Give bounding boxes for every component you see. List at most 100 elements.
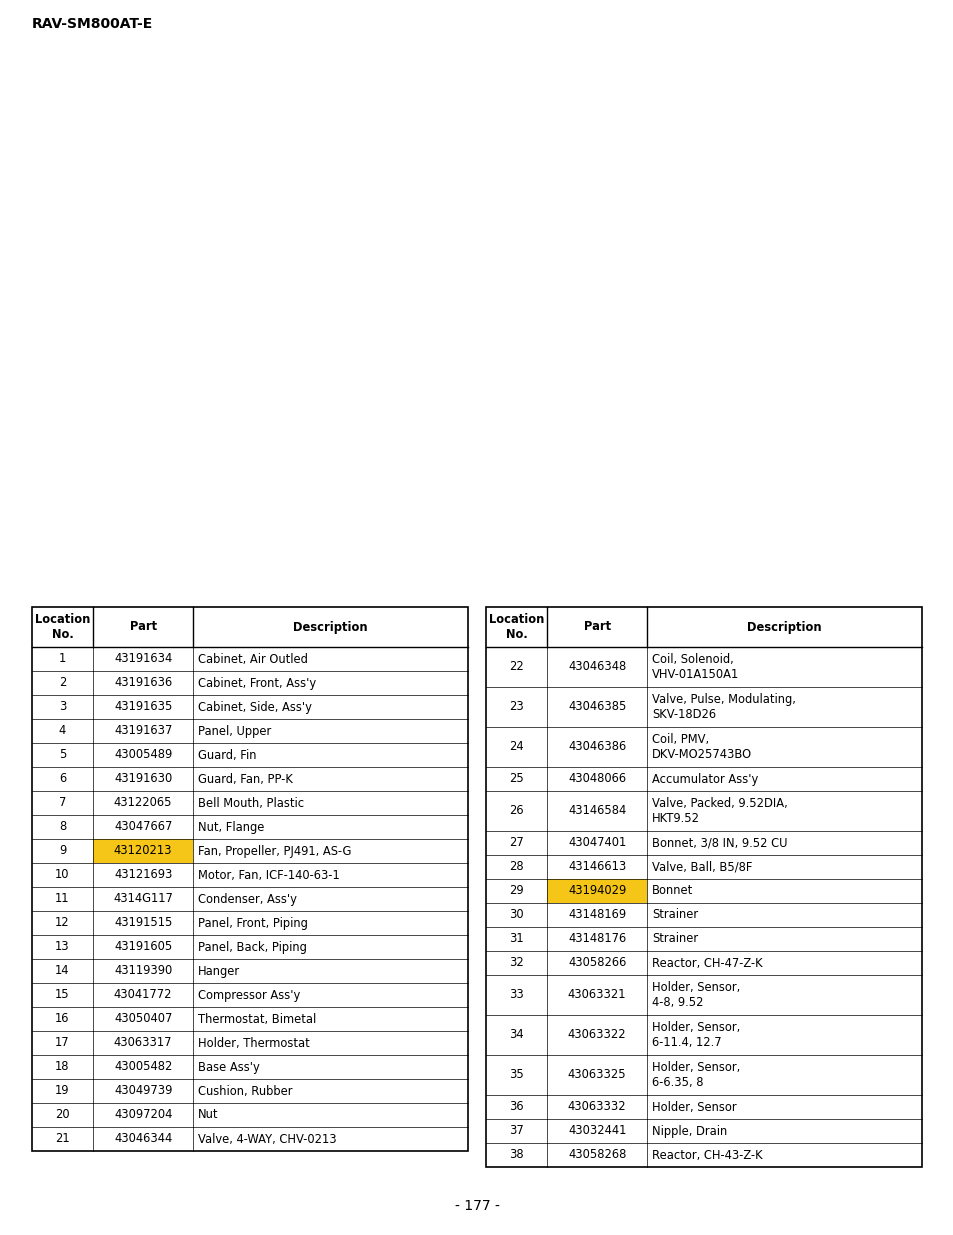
Text: 34: 34 [509, 1029, 523, 1041]
Text: Bell Mouth, Plastic: Bell Mouth, Plastic [198, 797, 304, 809]
Text: 43005489: 43005489 [114, 748, 172, 762]
Text: Reactor, CH-47-Z-K: Reactor, CH-47-Z-K [652, 956, 762, 969]
Text: 1: 1 [59, 652, 66, 666]
Text: 43046385: 43046385 [567, 700, 626, 714]
Bar [32, 606, 468, 647]
Text: RAV-SM800AT-E: RAV-SM800AT-E [32, 17, 153, 31]
Text: 22: 22 [509, 661, 523, 673]
Text: 15: 15 [55, 988, 70, 1002]
Text: 7: 7 [59, 797, 66, 809]
Text: 43146584: 43146584 [567, 804, 626, 818]
Text: 12: 12 [55, 916, 70, 930]
Text: 24: 24 [509, 741, 523, 753]
Text: Cabinet, Side, Ass'y: Cabinet, Side, Ass'y [198, 700, 312, 714]
Text: Valve, Ball, B5/8F: Valve, Ball, B5/8F [652, 861, 752, 873]
Text: 43122065: 43122065 [113, 797, 172, 809]
Text: Holder, Sensor,
6-6.35, 8: Holder, Sensor, 6-6.35, 8 [652, 1061, 740, 1089]
Text: 2: 2 [59, 677, 66, 689]
Text: 43146613: 43146613 [567, 861, 626, 873]
Text: 43063332: 43063332 [567, 1100, 626, 1114]
Text: Location
No.: Location No. [35, 613, 91, 641]
Text: Nut, Flange: Nut, Flange [198, 820, 264, 834]
Text: Hanger: Hanger [198, 965, 240, 977]
Text: 9: 9 [59, 845, 66, 857]
Text: 21: 21 [55, 1132, 70, 1146]
Text: Motor, Fan, ICF-140-63-1: Motor, Fan, ICF-140-63-1 [198, 868, 339, 882]
Text: 43063322: 43063322 [567, 1029, 626, 1041]
Text: 43046344: 43046344 [114, 1132, 172, 1146]
Text: 43191605: 43191605 [114, 941, 172, 953]
Text: 10: 10 [55, 868, 70, 882]
Text: 43048066: 43048066 [568, 773, 625, 785]
Text: 32: 32 [509, 956, 523, 969]
Text: 26: 26 [509, 804, 523, 818]
Bar [485, 606, 921, 647]
Text: 43047401: 43047401 [567, 836, 626, 850]
Text: 43191634: 43191634 [114, 652, 172, 666]
Text: Valve, 4-WAY, CHV-0213: Valve, 4-WAY, CHV-0213 [198, 1132, 336, 1146]
Text: 43097204: 43097204 [113, 1109, 172, 1121]
Text: 43191630: 43191630 [114, 773, 172, 785]
Text: 38: 38 [509, 1149, 523, 1161]
Text: Reactor, CH-43-Z-K: Reactor, CH-43-Z-K [652, 1149, 762, 1161]
Text: 8: 8 [59, 820, 66, 834]
Text: Valve, Pulse, Modulating,
SKV-18D26: Valve, Pulse, Modulating, SKV-18D26 [652, 693, 796, 721]
Text: 43005482: 43005482 [113, 1061, 172, 1073]
Text: 43058268: 43058268 [567, 1149, 626, 1161]
Text: Part: Part [130, 620, 156, 634]
Text: 16: 16 [55, 1013, 70, 1025]
Text: Holder, Thermostat: Holder, Thermostat [198, 1036, 310, 1050]
Text: 43120213: 43120213 [113, 845, 172, 857]
Text: 43063317: 43063317 [113, 1036, 172, 1050]
Text: 17: 17 [55, 1036, 70, 1050]
Text: Guard, Fan, PP-K: Guard, Fan, PP-K [198, 773, 293, 785]
Text: 13: 13 [55, 941, 70, 953]
Text: 43058266: 43058266 [567, 956, 626, 969]
Text: Thermostat, Bimetal: Thermostat, Bimetal [198, 1013, 316, 1025]
Text: 23: 23 [509, 700, 523, 714]
Text: 20: 20 [55, 1109, 70, 1121]
Text: Nipple, Drain: Nipple, Drain [652, 1125, 727, 1137]
Text: Bonnet, 3/8 IN, 9.52 CU: Bonnet, 3/8 IN, 9.52 CU [652, 836, 787, 850]
Text: Strainer: Strainer [652, 909, 698, 921]
Text: 27: 27 [509, 836, 523, 850]
Text: 4314G117: 4314G117 [113, 893, 172, 905]
Text: 43041772: 43041772 [113, 988, 172, 1002]
Text: 43119390: 43119390 [114, 965, 172, 977]
Text: 37: 37 [509, 1125, 523, 1137]
Text: Description: Description [293, 620, 368, 634]
Text: 43191636: 43191636 [114, 677, 172, 689]
Text: 43049739: 43049739 [113, 1084, 172, 1098]
Text: 25: 25 [509, 773, 523, 785]
Text: Panel, Upper: Panel, Upper [198, 725, 272, 737]
Text: 28: 28 [509, 861, 523, 873]
Text: 11: 11 [55, 893, 70, 905]
Text: Part: Part [583, 620, 610, 634]
Text: 43191515: 43191515 [113, 916, 172, 930]
Text: 43148176: 43148176 [567, 932, 626, 946]
Text: - 177 -: - 177 - [454, 1199, 499, 1213]
Text: Cushion, Rubber: Cushion, Rubber [198, 1084, 293, 1098]
Text: Nut: Nut [198, 1109, 218, 1121]
Text: Base Ass'y: Base Ass'y [198, 1061, 260, 1073]
Text: Cabinet, Front, Ass'y: Cabinet, Front, Ass'y [198, 677, 316, 689]
Text: Location
No.: Location No. [488, 613, 543, 641]
Text: Accumulator Ass'y: Accumulator Ass'y [652, 773, 758, 785]
Bar [546, 879, 647, 903]
Text: 43148169: 43148169 [568, 909, 625, 921]
Text: Description: Description [746, 620, 821, 634]
Text: 43191635: 43191635 [113, 700, 172, 714]
Text: 43050407: 43050407 [113, 1013, 172, 1025]
Text: Holder, Sensor: Holder, Sensor [652, 1100, 736, 1114]
Text: 43191637: 43191637 [113, 725, 172, 737]
Text: 33: 33 [509, 988, 523, 1002]
Text: 43121693: 43121693 [113, 868, 172, 882]
Text: Bonnet: Bonnet [652, 884, 693, 898]
Text: 31: 31 [509, 932, 523, 946]
Text: 43032441: 43032441 [567, 1125, 626, 1137]
Text: 5: 5 [59, 748, 66, 762]
Text: Valve, Packed, 9.52DIA,
HKT9.52: Valve, Packed, 9.52DIA, HKT9.52 [652, 797, 787, 825]
Text: 29: 29 [509, 884, 523, 898]
Text: 4: 4 [59, 725, 66, 737]
Text: Compressor Ass'y: Compressor Ass'y [198, 988, 300, 1002]
